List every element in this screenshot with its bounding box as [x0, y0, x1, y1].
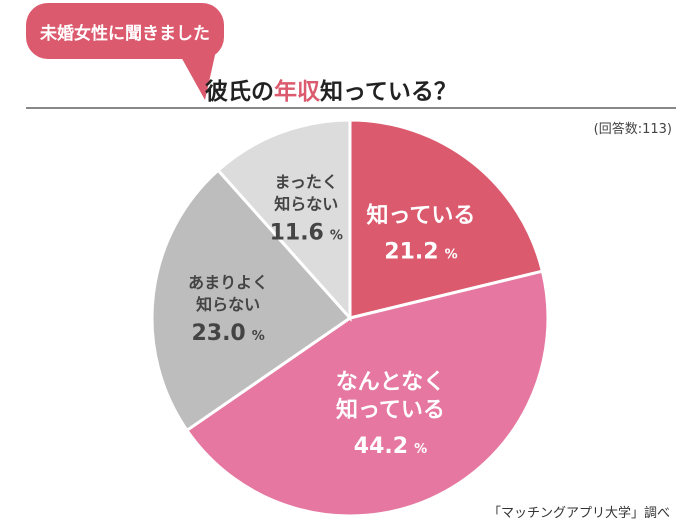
slice-label: まったく: [275, 173, 338, 192]
respondent-count: (回答数:113): [593, 122, 672, 137]
title-highlight: 年収: [274, 79, 320, 105]
slice-label: 知らない: [274, 195, 338, 214]
title-part: 彼氏の: [205, 79, 274, 105]
speech-bubble-tail: [180, 55, 215, 100]
slice-value: 11.6%: [270, 221, 343, 246]
pie-slice: [348, 118, 545, 320]
pie-slice: [184, 269, 550, 518]
slice-label: 知らない: [196, 295, 260, 314]
speech-bubble: 未婚女性に聞きました: [26, 3, 224, 59]
slice-value: 23.0%: [191, 321, 264, 346]
pie-slice: [150, 168, 353, 433]
title-divider: [26, 107, 676, 109]
pie-slice: [216, 118, 352, 322]
slice-label: 知っている: [336, 397, 445, 423]
chart-title: 彼氏の年収知っている？: [205, 72, 457, 106]
title-part: 知っている？: [320, 79, 457, 105]
slice-label: なんとなく: [336, 370, 445, 395]
slice-label: あまりよく: [188, 273, 268, 292]
source-credit: 「マッチングアプリ大学」調べ: [487, 506, 670, 521]
slice-value: 21.2%: [384, 240, 457, 265]
slice-value: 44.2%: [354, 434, 427, 459]
bubble-text: 未婚女性に聞きました: [40, 23, 210, 44]
slice-label: 知っている: [367, 203, 476, 229]
